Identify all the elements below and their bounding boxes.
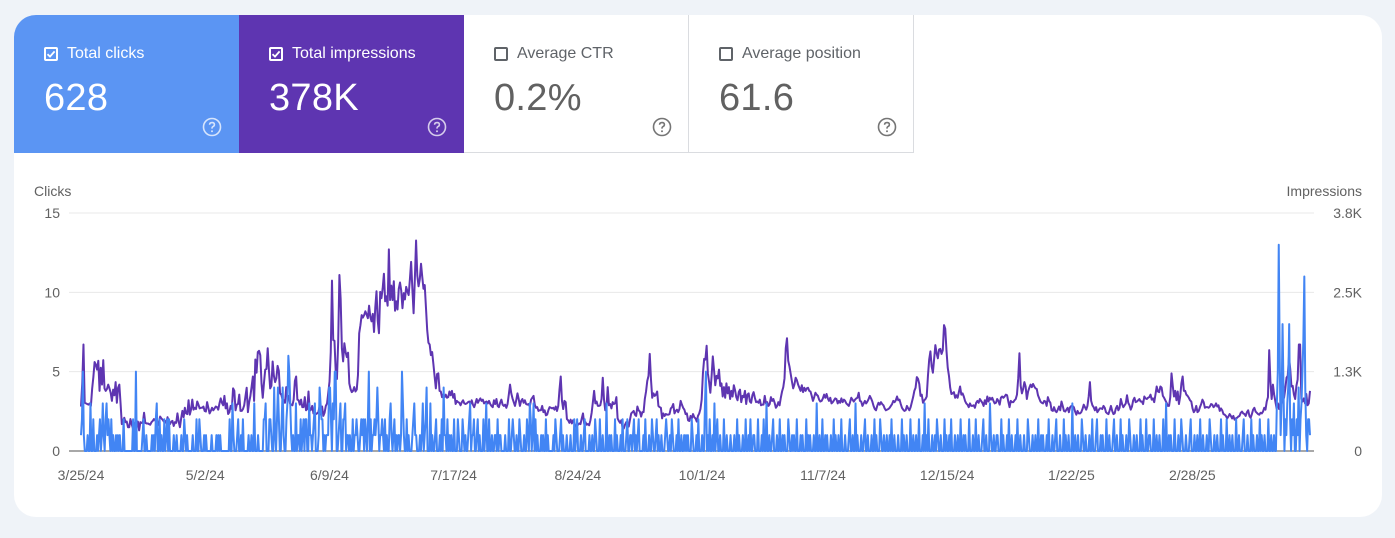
metric-header: Average position [719, 45, 861, 63]
checkbox-checked-icon[interactable] [269, 47, 283, 61]
metric-value: 378K [269, 77, 359, 119]
metric-tabs: Total clicks 628 Total impressions 378K [14, 15, 914, 153]
x-tick-label: 10/1/24 [679, 467, 726, 483]
metric-total-clicks[interactable]: Total clicks 628 [14, 15, 239, 153]
y-right-tick-label: 2.5K [1333, 284, 1362, 300]
x-tick-label: 8/24/24 [554, 467, 601, 483]
y-left-ticks: 0 5 10 15 [44, 205, 60, 459]
metric-value: 0.2% [494, 77, 582, 119]
y-right-ticks: 0 1.3K 2.5K 3.8K [1333, 205, 1362, 459]
metric-average-position[interactable]: Average position 61.6 [689, 15, 914, 153]
metric-label: Average position [742, 45, 861, 62]
x-tick-label: 12/15/24 [920, 467, 975, 483]
x-tick-label: 11/7/24 [800, 467, 846, 483]
help-icon[interactable] [202, 117, 222, 137]
y-left-tick-label: 15 [44, 205, 60, 221]
metric-label: Total clicks [67, 45, 145, 62]
x-tick-label: 7/17/24 [430, 467, 477, 483]
metric-average-ctr[interactable]: Average CTR 0.2% [464, 15, 689, 153]
x-tick-label: 1/22/25 [1048, 467, 1095, 483]
metric-header: Average CTR [494, 45, 614, 63]
y-right-tick-label: 1.3K [1333, 364, 1362, 380]
metric-label: Total impressions [292, 45, 416, 62]
metric-header: Total clicks [44, 45, 144, 63]
performance-card: Total clicks 628 Total impressions 378K [14, 15, 1382, 517]
metric-total-impressions[interactable]: Total impressions 378K [239, 15, 464, 153]
y-left-axis-title: Clicks [34, 183, 71, 199]
metric-value: 628 [44, 77, 109, 119]
x-ticks: 3/25/24 5/2/24 6/9/24 7/17/24 8/24/24 10/1/24… [58, 467, 1216, 483]
y-left-tick-label: 10 [44, 284, 60, 300]
y-left-tick-label: 5 [52, 364, 60, 380]
metric-header: Total impressions [269, 45, 416, 63]
performance-chart: Clicks Impressions 0 5 10 15 0 1.3K 2.5K 3.8K … [14, 153, 1382, 517]
checkbox-unchecked-icon[interactable] [719, 47, 733, 61]
x-tick-label: 6/9/24 [310, 467, 349, 483]
y-right-tick-label: 3.8K [1333, 205, 1362, 221]
series-line-clicks [80, 243, 1311, 452]
x-tick-label: 3/25/24 [58, 467, 105, 483]
help-icon[interactable] [877, 117, 897, 137]
series-line-impressions [80, 239, 1311, 432]
gridlines [69, 212, 1314, 452]
x-tick-label: 5/2/24 [186, 467, 225, 483]
series-lines [80, 239, 1311, 452]
metric-value: 61.6 [719, 77, 795, 119]
checkbox-checked-icon[interactable] [44, 47, 58, 61]
x-tick-label: 2/28/25 [1169, 467, 1216, 483]
metric-label: Average CTR [517, 45, 614, 62]
checkbox-unchecked-icon[interactable] [494, 47, 508, 61]
help-icon[interactable] [427, 117, 447, 137]
y-left-tick-label: 0 [52, 443, 60, 459]
y-right-tick-label: 0 [1354, 443, 1362, 459]
y-right-axis-title: Impressions [1287, 183, 1362, 199]
help-icon[interactable] [652, 117, 672, 137]
